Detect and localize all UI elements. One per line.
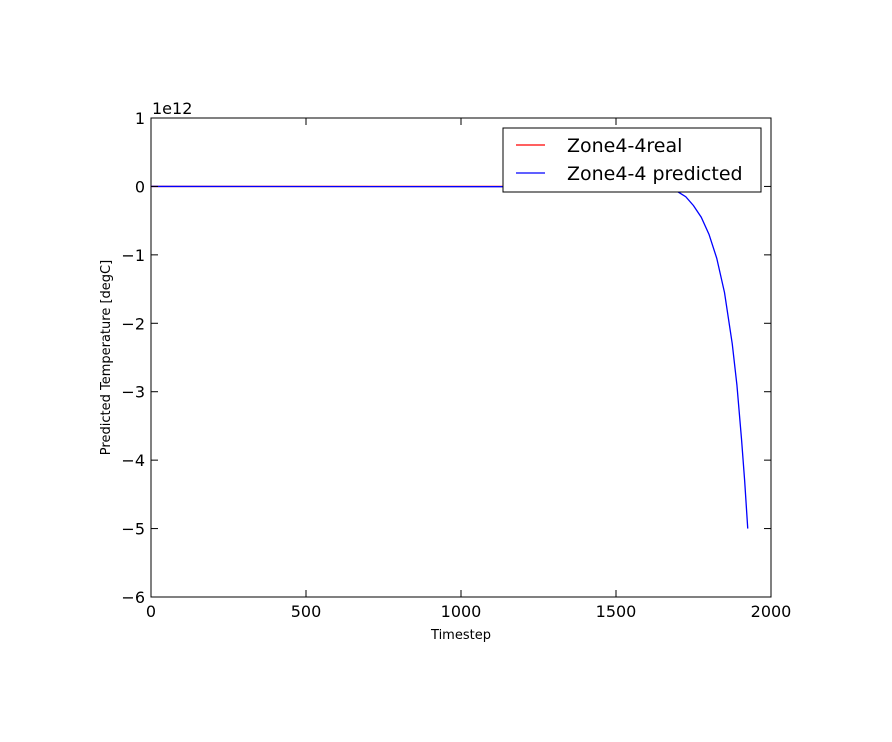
- y-tick-label: −1: [121, 246, 145, 265]
- x-tick-label: 1500: [596, 602, 637, 621]
- x-tick-label: 2000: [751, 602, 792, 621]
- series-layer: [150, 185, 749, 529]
- y-tick-label: −6: [121, 588, 145, 607]
- x-tick-label: 1000: [441, 602, 482, 621]
- x-tick-label: 0: [146, 602, 156, 621]
- y-offset-label: 1e12: [152, 99, 192, 118]
- y-tick-label: 1: [135, 109, 145, 128]
- y-axis-label: Predicted Temperature [degC]: [99, 260, 114, 455]
- legend-label: Zone4-4real: [567, 135, 682, 157]
- x-axis-label: Timestep: [430, 628, 491, 643]
- x-axis-ticks: 0 500 1000 1500 2000: [146, 118, 791, 621]
- y-tick-label: −2: [121, 314, 145, 333]
- legend: Zone4-4real Zone4-4 predicted: [502, 127, 762, 193]
- y-tick-label: −3: [121, 383, 145, 402]
- y-tick-label: −4: [121, 451, 145, 470]
- legend-label: Zone4-4 predicted: [567, 163, 743, 185]
- y-axis-ticks: 1 0 −1 −2 −3 −4 −5 −6: [121, 109, 771, 607]
- legend-box: [502, 127, 762, 193]
- series-line-1: [150, 185, 749, 529]
- y-tick-label: 0: [135, 177, 145, 196]
- y-tick-label: −5: [121, 520, 145, 539]
- x-tick-label: 500: [291, 602, 322, 621]
